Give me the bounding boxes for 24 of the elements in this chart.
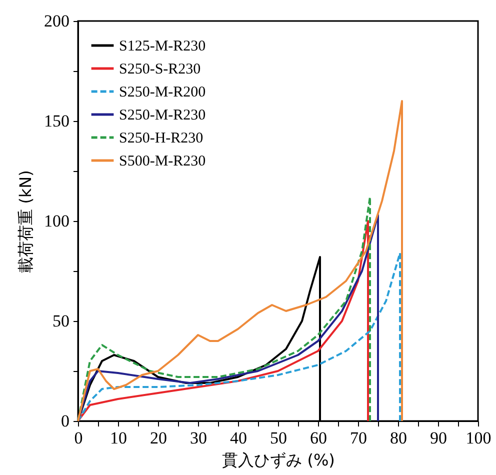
legend-label: S500-M-R230: [119, 154, 206, 170]
x-axis-title: 貫入ひずみ (%): [222, 450, 335, 470]
x-tick-label: 50: [270, 428, 287, 448]
legend-label: S125-M-R230: [119, 38, 206, 54]
x-tick-label: 20: [150, 428, 167, 448]
legend-label: S250-H-R230: [119, 130, 204, 146]
x-tick-label: 40: [230, 428, 247, 448]
x-tick-label: 90: [430, 428, 447, 448]
legend-label: S250-M-R200: [119, 84, 206, 100]
y-tick-label: 150: [44, 112, 70, 130]
x-tick-label: 100: [466, 428, 492, 448]
x-tick-label: 0: [74, 428, 83, 448]
x-tick-label: 70: [350, 428, 367, 448]
y-tick-label: 200: [44, 12, 70, 30]
x-tick-label: 30: [190, 428, 207, 448]
x-tick-label: 80: [390, 428, 407, 448]
y-tick-label: 100: [44, 212, 70, 230]
legend-label: S250-S-R230: [119, 62, 201, 78]
y-tick-label: 50: [52, 312, 70, 330]
legend-label: S250-M-R230: [119, 108, 206, 124]
x-tick-label: 10: [110, 428, 127, 448]
y-axis-title: 載荷荷重 (kN): [16, 170, 35, 273]
x-tick-label: 60: [310, 428, 327, 448]
y-tick-label: 0: [61, 412, 70, 430]
